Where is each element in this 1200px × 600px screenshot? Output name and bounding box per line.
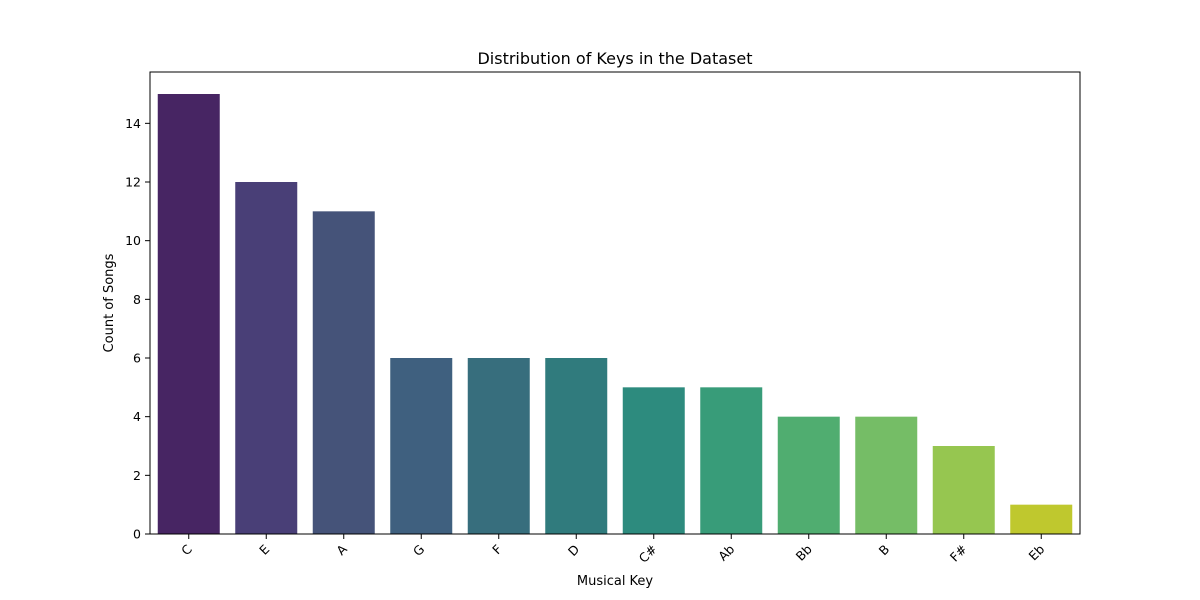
y-tick-label: 14 [125,116,141,131]
bars-group [157,94,1073,534]
plot-frame [149,71,1081,535]
x-axis-label: Musical Key [577,574,654,589]
y-axis: 0 2 4 6 8 10 12 14 [125,116,150,542]
chart-title: Distribution of Keys in the Dataset [477,49,752,68]
x-tick-label: D [565,542,582,559]
bar-f [467,358,530,534]
x-tick-label: C [178,541,195,558]
y-tick-label: 2 [133,468,141,483]
bar-eb [1010,504,1073,534]
bar-g [390,358,453,534]
bar-b [855,416,918,534]
y-tick-label: 4 [133,409,141,424]
bar-a [312,211,375,534]
bar-e [235,182,298,534]
bar-c [157,94,220,534]
bar-csharp [622,387,685,534]
y-tick-label: 0 [133,527,141,542]
y-axis-label: Count of Songs [102,253,117,352]
x-tick-label: G [410,542,427,559]
x-tick-label: B [876,542,893,559]
y-tick-label: 12 [125,175,141,190]
y-tick-label: 6 [133,351,141,366]
x-tick-label: F [489,542,505,558]
y-tick-label: 10 [125,233,141,248]
bar-ab [700,387,763,534]
x-axis: C E A G F D C# Ab Bb B F# Eb [178,534,1047,566]
x-tick-label: Ab [715,541,737,563]
x-tick-label: Eb [1026,541,1048,563]
x-tick-label: F# [947,542,970,565]
x-tick-label: Bb [793,541,815,563]
y-tick-label: 8 [133,292,141,307]
x-tick-label: E [256,541,272,557]
x-tick-label: A [333,541,350,558]
x-tick-label: C# [636,542,660,566]
bar-fsharp [932,446,995,534]
bar-bb [777,416,840,534]
bar-d [545,358,608,534]
